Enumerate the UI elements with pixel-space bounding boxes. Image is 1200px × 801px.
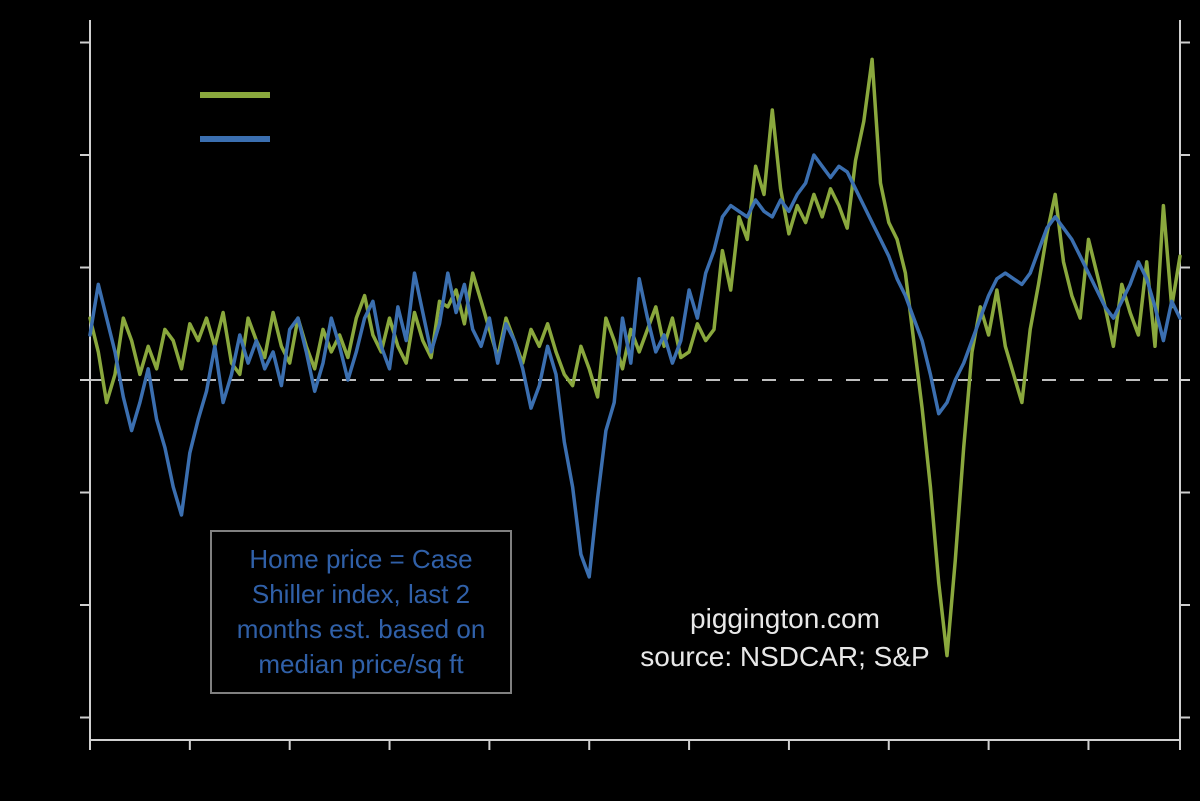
chart-svg [0,0,1200,801]
series-green [90,59,1180,655]
line-chart: Home price = CaseShiller index, last 2mo… [0,0,1200,801]
series-blue [90,155,1180,577]
